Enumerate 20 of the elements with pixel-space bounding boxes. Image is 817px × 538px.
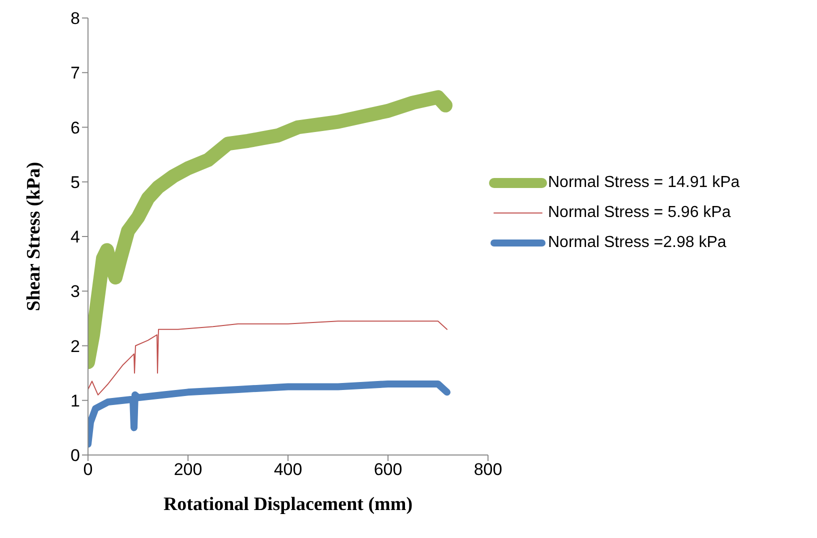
legend-label: Normal Stress = 14.91 kPa [548, 174, 740, 192]
y-tick-label: 4 [70, 228, 80, 247]
x-tick-label: 600 [374, 460, 402, 480]
y-tick-label: 1 [70, 391, 80, 410]
y-tick-label: 6 [70, 118, 80, 138]
legend-label: Normal Stress = 5.96 kPa [548, 204, 731, 222]
y-tick-label: 0 [70, 446, 80, 466]
y-tick-label: 7 [70, 64, 80, 83]
x-axis-title: Rotational Displacement (mm) [163, 494, 413, 515]
x-tick-label: 0 [83, 460, 93, 480]
legend-label: Normal Stress =2.98 kPa [548, 234, 726, 252]
x-tick-label: 800 [474, 460, 502, 480]
y-tick-label: 8 [70, 9, 80, 28]
line-series [88, 320, 448, 396]
x-tick-label: 400 [274, 460, 302, 480]
y-tick-label: 2 [70, 336, 80, 356]
x-tick-label: 200 [174, 460, 202, 480]
y-tick-label: 5 [70, 172, 80, 192]
y-axis-title: Shear Stress (kPa) [24, 162, 45, 312]
y-tick-label: 3 [70, 282, 80, 302]
